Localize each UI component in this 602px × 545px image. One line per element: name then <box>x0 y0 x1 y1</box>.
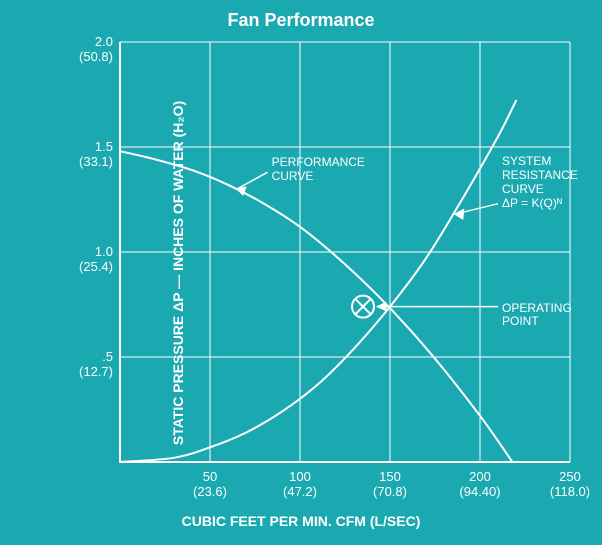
label-system-curve: SYSTEMRESISTANCECURVEΔP = K(Q)ᴺ <box>502 155 578 210</box>
x-tick: 250(118.0) <box>550 470 590 500</box>
y-tick: 2.0(50.8) <box>45 35 113 64</box>
y-tick: 1.5(33.1) <box>45 140 113 169</box>
y-tick: 1.0(25.4) <box>45 245 113 274</box>
x-tick: 100(47.2) <box>283 470 317 500</box>
label-operating-point: OPERATINGPOINT <box>502 302 572 330</box>
y-tick: .5(12.7) <box>45 350 113 379</box>
x-tick: 200(94.40) <box>459 470 500 500</box>
label-performance-curve: PERFORMANCECURVE <box>272 156 365 184</box>
x-tick: 150(70.8) <box>373 470 407 500</box>
chart-container: Fan Performance STATIC PRESSURE ΔP — INC… <box>0 0 602 545</box>
arrow-performance <box>237 172 268 189</box>
x-tick: 50(23.6) <box>193 470 227 500</box>
